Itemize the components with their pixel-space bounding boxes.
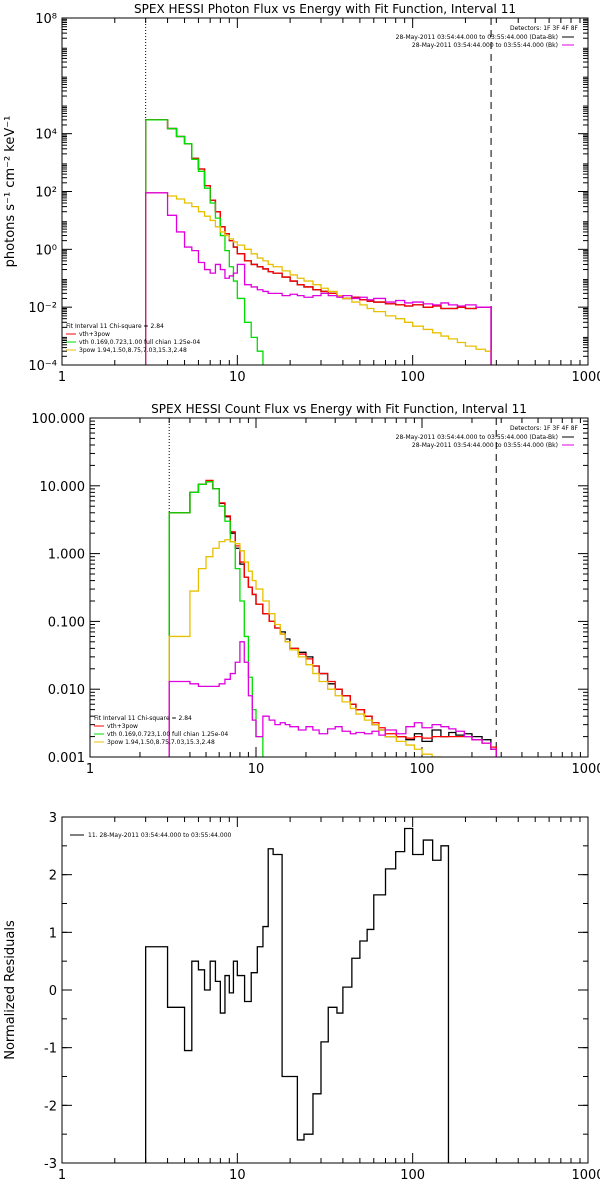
y-tick-label: 10⁸	[35, 12, 57, 27]
x-tick-label: 10	[229, 370, 246, 385]
y-tick-label: 3	[49, 811, 57, 826]
series-line-1	[168, 481, 497, 757]
y-tick-label: -3	[44, 1157, 57, 1172]
y-tick-label: 2	[49, 869, 57, 884]
series-line-3	[145, 119, 264, 365]
x-tick-label: 1	[58, 370, 66, 385]
plot-frame	[61, 816, 589, 1164]
chart-panel-1: SPEX HESSI Photon Flux vs Energy with Fi…	[3, 2, 600, 385]
legend-text: 28-May-2011 03:54:44.000 to 03:55:44.000…	[396, 34, 558, 41]
legend-header: Fit Interval 11 Chi-square = 2.84	[94, 715, 192, 722]
x-tick-label: 10	[248, 762, 265, 777]
chart-panel-2: SPEX HESSI Count Flux vs Energy with Fit…	[31, 402, 600, 777]
plot-frame	[89, 417, 589, 758]
series-line-5	[145, 192, 492, 365]
y-tick-label: 0.100	[48, 615, 85, 630]
legend-text: 28-May-2011 03:54:44.000 to 03:55:44.000…	[412, 442, 558, 449]
plot-frame	[61, 17, 589, 366]
y-tick-label: -1	[44, 1042, 57, 1057]
y-tick-label: 0.010	[48, 683, 85, 698]
x-tick-label: 10	[229, 1168, 246, 1183]
x-tick-label: 100	[400, 1168, 425, 1183]
legend-text: vth+3pow	[107, 723, 138, 730]
y-tick-label: 100.000	[31, 412, 85, 427]
series-line-4	[145, 192, 492, 365]
legend-text: 3pow 1.94,1.50,8.75,7.03,15.3,2.48	[79, 347, 187, 354]
legend-header: Fit Interval 11 Chi-square = 2.84	[66, 323, 164, 330]
y-tick-label: 10⁴	[35, 128, 57, 143]
x-tick-label: 100	[410, 762, 435, 777]
y-tick-label: 10⁻²	[28, 301, 57, 316]
series-line-5	[168, 641, 497, 757]
y-axis-label: photons s⁻¹ cm⁻² keV⁻¹	[3, 116, 18, 268]
series-line-2	[145, 119, 492, 365]
legend-text: vth 0.169,0.723,1.00 full chian 1.25e-04	[79, 339, 200, 346]
y-tick-label: 10.000	[40, 480, 86, 495]
series-line-1	[145, 119, 492, 365]
chart-title: SPEX HESSI Count Flux vs Energy with Fit…	[151, 402, 527, 416]
x-tick-label: 100	[400, 370, 425, 385]
y-tick-label: 0	[49, 984, 57, 999]
legend-text: 11. 28-May-2011 03:54:44.000 to 03:55:44…	[88, 832, 232, 839]
legend-text: vth 0.169,0.723,1.00 full chian 1.25e-04	[107, 731, 228, 738]
y-tick-label: 1	[49, 926, 57, 941]
series-line-2	[168, 479, 497, 757]
legend-header: Detectors: 1F 3F 4F 8F	[510, 25, 579, 32]
y-tick-label: 0.001	[48, 751, 85, 766]
series-line-4	[168, 539, 497, 757]
chart-title: SPEX HESSI Photon Flux vs Energy with Fi…	[134, 2, 516, 16]
y-tick-label: 10²	[35, 186, 57, 201]
x-tick-label: 1	[58, 1168, 66, 1183]
y-tick-label: -2	[44, 1099, 57, 1114]
y-axis-label: Normalized Residuals	[3, 920, 18, 1060]
legend-header: Detectors: 1F 3F 4F 8F	[510, 425, 579, 432]
series-line-1	[145, 827, 450, 1163]
x-tick-label: 1	[86, 762, 94, 777]
legend-text: vth+3pow	[79, 331, 110, 338]
legend-text: 28-May-2011 03:54:44.000 to 03:55:44.000…	[412, 42, 558, 49]
y-tick-label: 10⁰	[35, 243, 57, 258]
y-tick-label: 10⁻⁴	[28, 359, 57, 374]
y-tick-label: 1.000	[48, 548, 85, 563]
legend-text: 28-May-2011 03:54:44.000 to 03:55:44.000…	[396, 434, 558, 441]
legend-text: 3pow 1.94,1.50,8.75,7.03,15.3,2.48	[107, 739, 215, 746]
